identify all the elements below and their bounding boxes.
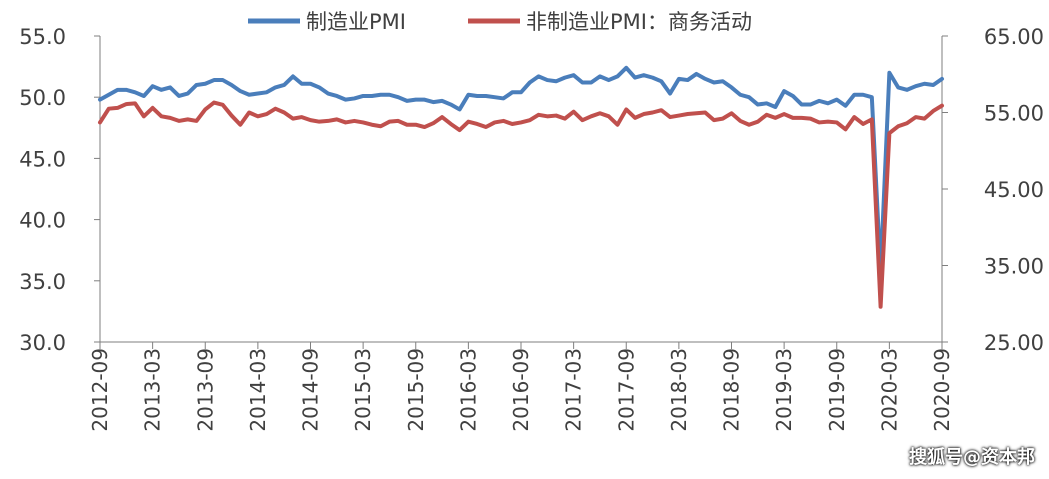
left-axis-tick-label: 30.0 [19,331,66,355]
right-axis-tick-label: 65.00 [984,25,1044,49]
left-axis-tick-label: 55.0 [19,25,66,49]
x-axis-tick-label: 2015-03 [351,348,375,432]
x-axis-tick-label: 2013-03 [141,348,165,432]
right-axis-tick-label: 35.00 [984,255,1044,279]
x-axis-tick-label: 2015-09 [404,348,428,432]
left-axis-tick-label: 40.0 [19,209,66,233]
x-axis-tick-label: 2017-03 [562,348,586,432]
series-line-manufacturing-pmi [98,65,944,275]
x-axis-tick-label: 2018-09 [720,348,744,432]
legend-label: 制造业PMI [306,10,406,34]
right-axis-tick-label: 45.00 [984,178,1044,202]
right-axis-tick-label: 55.00 [984,102,1044,126]
series-layer [98,65,944,309]
right-axis-tick-label: 25.00 [984,331,1044,355]
x-axis-tick-label: 2014-03 [246,348,270,432]
watermark: 搜狐号@资本邦 [909,447,1035,468]
x-axis-tick-label: 2018-03 [667,348,691,432]
left-axis-tick-label: 35.0 [19,270,66,294]
x-axis-tick-label: 2013-09 [193,348,217,432]
x-axis-tick-label: 2016-09 [509,348,533,432]
x-axis-tick-label: 2012-09 [88,348,112,432]
x-axis-tick-label: 2020-03 [877,348,901,432]
series-line-non-manufacturing-pmi [98,100,944,309]
axes: 30.0 35.0 40.0 45.0 50.0 55.0 25.00 35.00 45.00 5… [19,25,1044,432]
left-axis-tick-label: 45.0 [19,147,66,171]
left-axis-tick-label: 50.0 [19,86,66,110]
legend-label: 非制造业PMI：商务活动 [526,10,752,34]
x-axis-tick-label: 2020-09 [930,348,954,432]
x-axis-tick-label: 2016-03 [456,348,480,432]
x-axis-tick-label: 2017-09 [614,348,638,432]
x-axis-tick-label: 2019-09 [825,348,849,432]
x-axis-tick-label: 2014-09 [299,348,323,432]
legend: 制造业PMI 非制造业PMI：商务活动 [248,10,752,34]
x-axis-tick-label: 2019-03 [772,348,796,432]
